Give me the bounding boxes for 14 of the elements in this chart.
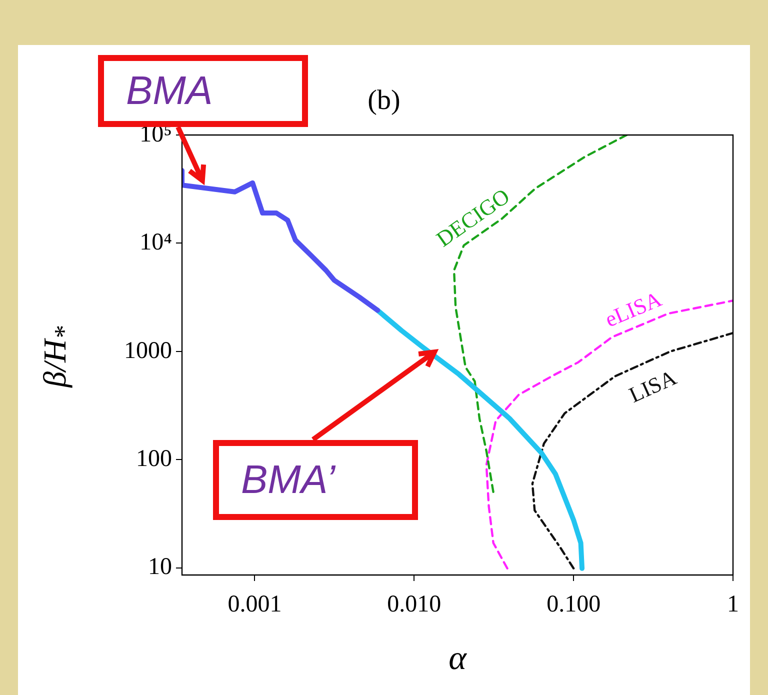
text: LISA xyxy=(625,364,680,408)
series-label: BMA xyxy=(126,68,213,112)
text: BMA’ xyxy=(213,440,418,520)
x-tick-label: 1 xyxy=(727,592,739,618)
y-tick-label: 1000 xyxy=(124,338,172,364)
x-tick-label: 0.001 xyxy=(228,592,282,618)
text: eLISA xyxy=(601,286,666,332)
x-tick-label: 0.100 xyxy=(546,592,601,618)
y-tick-label: 10 xyxy=(148,554,172,580)
y-tick-label: 10⁴ xyxy=(140,230,172,256)
x-tick-label: 0.010 xyxy=(387,592,442,618)
y-tick-label: 100 xyxy=(136,446,172,472)
chart-title: (b) xyxy=(368,85,400,116)
x-axis-title: α xyxy=(448,640,468,678)
